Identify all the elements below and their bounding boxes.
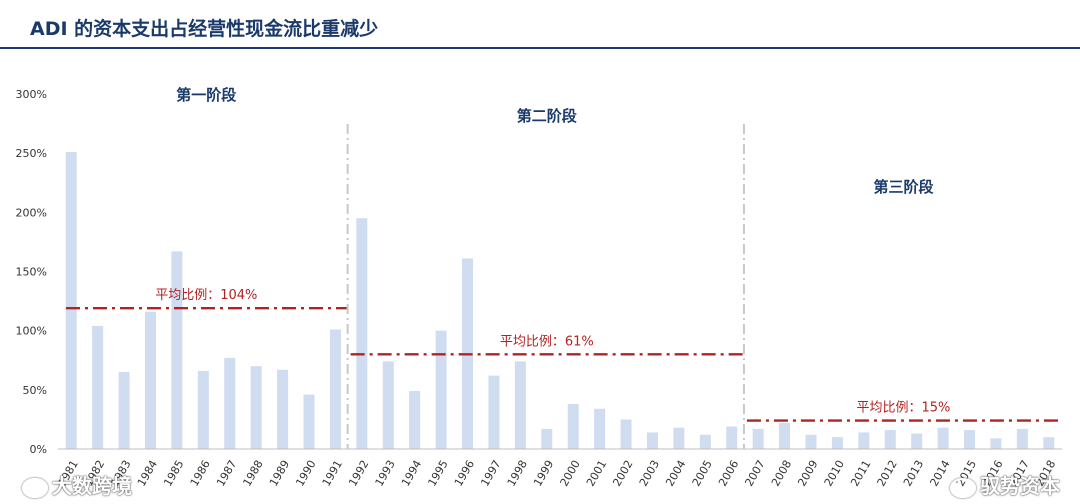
x-tick-label: 1993 bbox=[373, 458, 398, 489]
x-tick-label: 2012 bbox=[875, 458, 900, 489]
x-tick-label: 2010 bbox=[822, 458, 847, 489]
bar bbox=[356, 218, 368, 449]
y-tick-label: 50% bbox=[23, 384, 47, 397]
x-tick-label: 2000 bbox=[558, 458, 583, 489]
y-tick-label: 150% bbox=[16, 266, 47, 279]
bar bbox=[171, 251, 183, 449]
y-tick-label: 0% bbox=[30, 443, 47, 456]
bar-series bbox=[65, 151, 1055, 449]
bar bbox=[144, 311, 156, 449]
bar bbox=[1043, 437, 1055, 449]
x-tick-label: 1992 bbox=[346, 458, 371, 489]
average-label: 平均比例：15% bbox=[857, 401, 951, 416]
x-tick-label: 1997 bbox=[478, 458, 503, 489]
bar bbox=[858, 432, 870, 449]
x-tick-label: 2004 bbox=[663, 458, 688, 489]
bar bbox=[65, 151, 77, 449]
phase-dividers bbox=[346, 124, 745, 449]
bar bbox=[699, 434, 711, 449]
bar bbox=[594, 408, 606, 449]
phase-label: 第一阶段 bbox=[176, 86, 236, 104]
bar bbox=[831, 437, 843, 449]
phase-label: 第二阶段 bbox=[517, 107, 577, 125]
watermark-right-text: 驭势资本 bbox=[980, 474, 1060, 498]
chat-bubble-icon bbox=[22, 477, 48, 498]
x-tick-label: 2011 bbox=[848, 458, 873, 489]
bar bbox=[303, 394, 315, 449]
x-tick-label: 1989 bbox=[267, 458, 292, 489]
x-tick-label: 1994 bbox=[399, 458, 424, 489]
x-tick-label: 1990 bbox=[293, 458, 318, 489]
x-tick-label: 1996 bbox=[452, 458, 477, 489]
bar bbox=[224, 357, 236, 449]
bar bbox=[779, 422, 791, 449]
x-axis: 1981 1982 1983 1984 1985 1986 1987 1988 1989 1990… bbox=[56, 448, 1062, 489]
bar bbox=[752, 428, 764, 449]
y-tick-label: 250% bbox=[16, 147, 47, 160]
page-title: ADI 的资本支出占经营性现金流比重减少 bbox=[30, 18, 379, 40]
x-tick-label: 2006 bbox=[716, 458, 741, 489]
bar bbox=[726, 426, 738, 449]
bar bbox=[990, 438, 1002, 449]
bar bbox=[620, 419, 632, 449]
bar bbox=[488, 375, 500, 449]
x-tick-label: 2002 bbox=[610, 458, 635, 489]
bar bbox=[118, 372, 130, 449]
average-label: 平均比例：61% bbox=[500, 334, 594, 349]
x-tick-label: 2009 bbox=[795, 458, 820, 489]
bar bbox=[514, 361, 526, 449]
bar bbox=[1016, 428, 1028, 449]
bar bbox=[329, 329, 341, 449]
watermark-right: 驭势资本 bbox=[950, 470, 1060, 499]
bar bbox=[277, 369, 289, 449]
bar bbox=[567, 404, 579, 449]
y-tick-label: 100% bbox=[16, 325, 47, 338]
x-tick-label: 2003 bbox=[637, 458, 662, 489]
x-tick-label: 1998 bbox=[505, 458, 530, 489]
y-tick-label: 200% bbox=[16, 206, 47, 219]
x-tick-label: 2013 bbox=[901, 458, 926, 489]
x-tick-label: 2008 bbox=[769, 458, 794, 489]
x-tick-label: 2005 bbox=[690, 458, 715, 489]
x-tick-label: 2014 bbox=[927, 458, 952, 489]
bar bbox=[884, 430, 896, 449]
bar bbox=[541, 428, 553, 449]
bar bbox=[646, 432, 658, 449]
x-tick-label: 1988 bbox=[240, 458, 265, 489]
x-tick-label: 2007 bbox=[742, 458, 767, 489]
watermark-left: 大数跨境 bbox=[22, 470, 132, 499]
average-lines: 平均比例：104% 平均比例：61% 平均比例：15% bbox=[66, 288, 1060, 422]
x-tick-label: 1984 bbox=[135, 458, 160, 489]
x-tick-label: 1985 bbox=[161, 458, 186, 489]
bar bbox=[197, 370, 209, 449]
bar bbox=[435, 330, 447, 449]
bar bbox=[409, 391, 421, 449]
x-tick-label: 1987 bbox=[214, 458, 239, 489]
bar bbox=[964, 430, 976, 449]
bar bbox=[250, 366, 262, 449]
y-tick-label: 300% bbox=[16, 88, 47, 101]
watermark-left-text: 大数跨境 bbox=[52, 474, 132, 498]
bar bbox=[911, 433, 923, 449]
chat-bubble-icon bbox=[950, 477, 976, 498]
title-divider bbox=[0, 47, 1080, 49]
bar bbox=[382, 361, 394, 449]
x-tick-label: 1991 bbox=[320, 458, 345, 489]
x-tick-label: 2001 bbox=[584, 458, 609, 489]
y-axis: 0% 50% 100% 150% 200% 250% 300% bbox=[16, 88, 47, 456]
x-tick-label: 1995 bbox=[425, 458, 450, 489]
average-label: 平均比例：104% bbox=[155, 288, 257, 303]
phase-label: 第三阶段 bbox=[873, 178, 933, 196]
x-tick-label: 1986 bbox=[188, 458, 213, 489]
x-tick-label: 1999 bbox=[531, 458, 556, 489]
bar bbox=[937, 427, 949, 449]
bar bbox=[673, 427, 685, 449]
bar bbox=[805, 434, 817, 449]
bar bbox=[92, 325, 104, 449]
